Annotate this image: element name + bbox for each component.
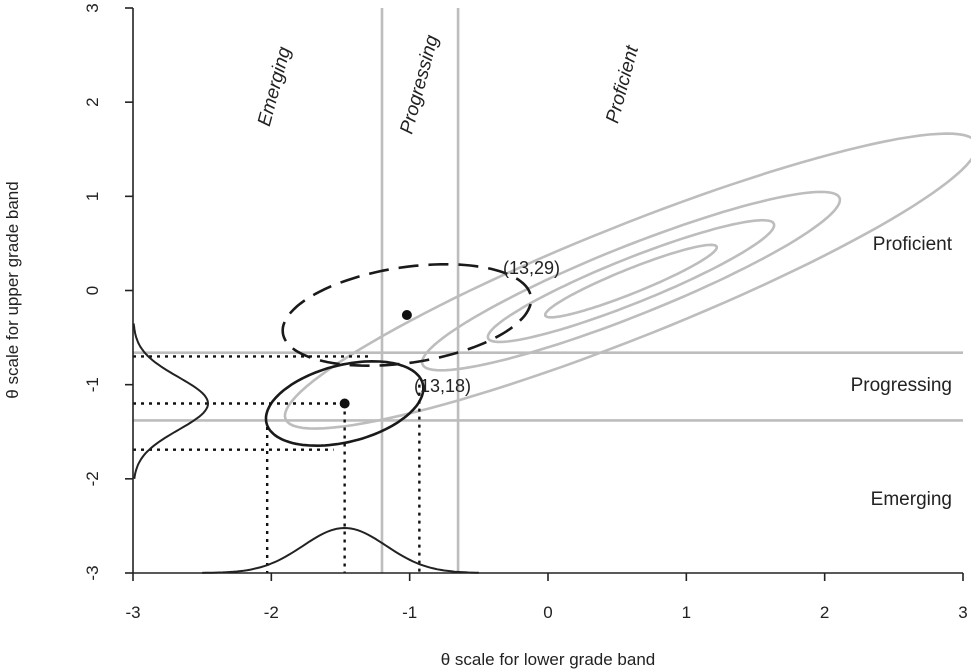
y-tick-label: 3 — [83, 3, 102, 12]
y-tick-label: -2 — [83, 471, 102, 486]
examinee-label-13-18: (13,18) — [414, 376, 471, 396]
x-tick-label: -2 — [264, 603, 279, 622]
x-tick-label: 0 — [543, 603, 552, 622]
lower-band-label-emerging: Emerging — [254, 44, 295, 128]
population-contour-3 — [486, 218, 776, 344]
lower-band-label-progressing: Progressing — [396, 32, 443, 136]
y-tick-label: -3 — [83, 565, 102, 580]
examinee-ellipse-2 — [281, 263, 533, 367]
x-axis-title: θ scale for lower grade band — [441, 650, 656, 669]
x-tick-label: 1 — [682, 603, 691, 622]
x-tick-label: -1 — [402, 603, 417, 622]
marginal-density-x — [202, 526, 479, 574]
examinee-ellipse-1 — [264, 359, 425, 448]
y-tick-label: 1 — [83, 192, 102, 201]
upper-band-label-proficient: Proficient — [873, 234, 953, 255]
population-contour-4 — [543, 243, 719, 319]
examinee-label-13-29: (13,29) — [503, 258, 560, 278]
examinee-ellipses — [264, 263, 533, 448]
upper-band-label-emerging: Emerging — [871, 489, 952, 510]
y-tick-label: 2 — [83, 97, 102, 106]
marginal-densities — [132, 323, 479, 574]
x-tick-label: 3 — [958, 603, 967, 622]
cut-score-lines — [133, 8, 963, 573]
x-tick-label: 2 — [820, 603, 829, 622]
examinee-point-2 — [401, 309, 412, 320]
population-contour-2 — [420, 190, 842, 372]
y-axis-title: θ scale for upper grade band — [3, 181, 22, 398]
upper-band-label-progressing: Progressing — [851, 375, 952, 396]
x-tick-label: -3 — [125, 603, 140, 622]
dotted-guide-lines — [133, 355, 421, 573]
marginal-density-y — [132, 323, 210, 479]
y-tick-label: -1 — [83, 377, 102, 392]
y-tick-label: 0 — [83, 286, 102, 295]
lower-band-label-proficient: Proficient — [602, 43, 643, 126]
axes: -3 -2 -1 0 1 2 3 -3 -2 -1 0 1 2 3 — [83, 3, 968, 622]
